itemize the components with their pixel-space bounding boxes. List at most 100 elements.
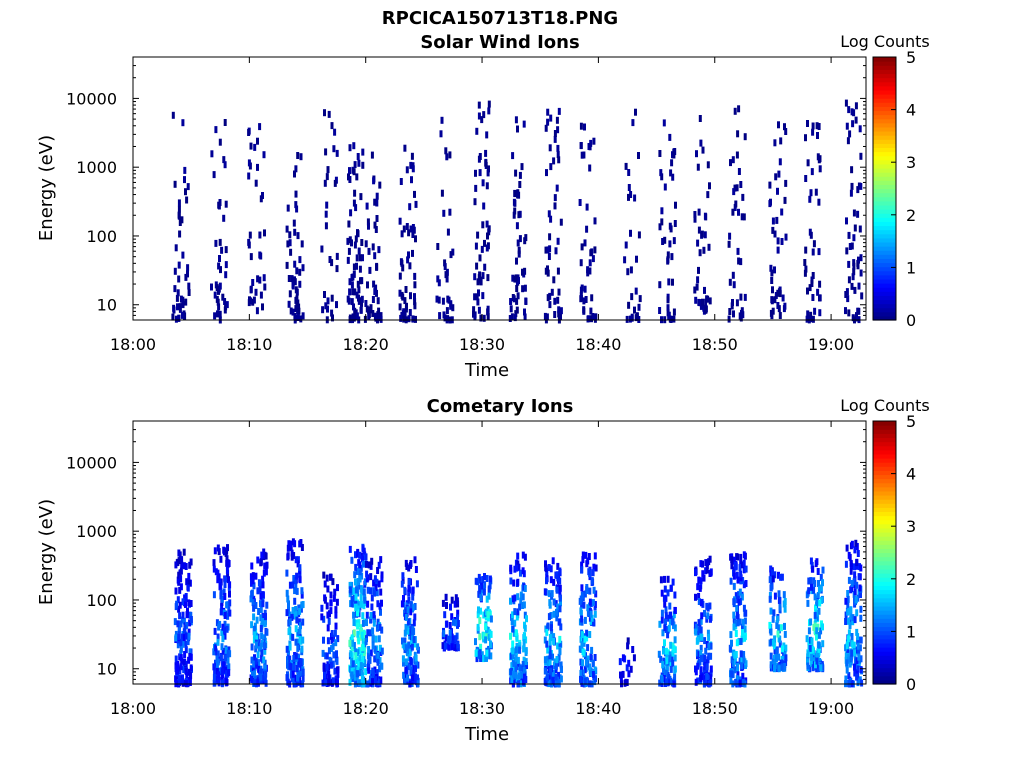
colorbar-segment — [873, 287, 896, 292]
colorbar-segment — [873, 589, 896, 595]
heatmap-cell — [377, 314, 381, 322]
heatmap-cell — [408, 262, 412, 270]
heatmap-cell — [593, 666, 597, 674]
heatmap-cell — [852, 578, 856, 586]
heatmap-cell — [408, 648, 412, 656]
heatmap-cell — [210, 150, 214, 158]
heatmap-cell — [289, 632, 293, 640]
heatmap-cell — [406, 618, 410, 626]
heatmap-cell — [376, 297, 380, 305]
heatmap-cell — [373, 589, 376, 597]
heatmap-cell — [731, 660, 735, 668]
heatmap-cell — [728, 232, 732, 240]
heatmap-cell — [773, 296, 777, 304]
heatmap-cell — [294, 314, 297, 322]
heatmap-cell — [816, 568, 820, 575]
heatmap-cell — [223, 581, 227, 588]
heatmap-cell — [379, 676, 383, 684]
heatmap-cell — [217, 671, 221, 679]
heatmap-cell — [485, 131, 489, 139]
heatmap-cell — [517, 211, 521, 219]
heatmap-cell — [411, 593, 415, 601]
heatmap-cell — [590, 614, 594, 622]
heatmap-cell — [413, 556, 417, 564]
heatmap-cell — [586, 609, 590, 617]
colorbar-segment — [873, 433, 896, 439]
heatmap-cell — [769, 309, 773, 317]
heatmap-cell — [380, 599, 383, 607]
heatmap-cell — [440, 116, 444, 124]
heatmap-cell — [708, 297, 712, 305]
heatmap-cell — [261, 674, 265, 682]
heatmap-cell — [665, 657, 669, 665]
heatmap-cell — [411, 587, 415, 595]
heatmap-cell — [366, 218, 370, 226]
heatmap-cell — [769, 584, 773, 592]
heatmap-cell — [361, 555, 364, 563]
heatmap-cell — [520, 671, 524, 679]
heatmap-cell — [300, 601, 304, 609]
heatmap-cell — [511, 274, 515, 282]
heatmap-cell — [481, 221, 485, 229]
heatmap-cell — [524, 297, 528, 305]
heatmap-cell — [783, 630, 787, 638]
heatmap-cell — [817, 580, 820, 587]
colorbar-segment — [873, 466, 896, 471]
heatmap-cell — [436, 275, 440, 283]
heatmap-cell — [414, 200, 418, 208]
heatmap-cell — [855, 562, 859, 570]
heatmap-cell — [327, 617, 331, 625]
heatmap-cell — [773, 661, 777, 669]
heatmap-cell — [181, 301, 185, 309]
heatmap-cell — [437, 279, 441, 287]
heatmap-cell — [856, 186, 860, 194]
heatmap-cell — [699, 577, 703, 585]
heatmap-cell — [672, 645, 676, 653]
y-tick-label: 1000 — [76, 522, 117, 541]
heatmap-cell — [218, 582, 222, 590]
heatmap-cell — [818, 294, 822, 302]
heatmap-cell — [513, 594, 517, 602]
heatmap-cell — [548, 651, 552, 659]
heatmap-cell — [708, 602, 712, 610]
heatmap-cell — [559, 661, 563, 669]
heatmap-cell — [555, 116, 559, 124]
heatmap-cell — [252, 582, 256, 590]
heatmap-cell — [291, 607, 295, 614]
cometary-cells — [173, 538, 864, 688]
heatmap-cell — [673, 636, 677, 644]
heatmap-cell — [352, 619, 356, 626]
heatmap-cell — [326, 637, 330, 645]
heatmap-cell — [448, 208, 452, 216]
heatmap-cell — [252, 296, 256, 304]
heatmap-cell — [770, 277, 774, 284]
heatmap-cell — [637, 303, 641, 311]
heatmap-cell — [668, 133, 672, 141]
heatmap-cell — [348, 167, 351, 175]
heatmap-cell — [778, 603, 782, 611]
colorbar-segment — [873, 135, 896, 140]
heatmap-cell — [485, 654, 488, 662]
heatmap-cell — [351, 288, 355, 296]
colorbar-segment — [873, 213, 896, 218]
heatmap-cell — [357, 660, 361, 668]
heatmap-cell — [511, 665, 515, 673]
colorbar-segment — [873, 457, 896, 463]
heatmap-cell — [557, 288, 561, 296]
heatmap-cell — [227, 576, 230, 584]
heatmap-cell — [591, 599, 595, 607]
heatmap-cell — [185, 632, 188, 640]
heatmap-cell — [380, 571, 384, 579]
heatmap-cell — [285, 261, 289, 269]
colorbar-frame — [872, 56, 897, 321]
heatmap-cell — [413, 613, 417, 621]
heatmap-cell — [401, 293, 405, 301]
heatmap-cell — [219, 590, 223, 597]
heatmap-cell — [374, 584, 378, 592]
heatmap-cell — [853, 286, 857, 294]
heatmap-cell — [446, 228, 450, 236]
heatmap-cell — [294, 583, 298, 591]
heatmap-cell — [182, 666, 186, 674]
heatmap-cell — [176, 664, 179, 672]
